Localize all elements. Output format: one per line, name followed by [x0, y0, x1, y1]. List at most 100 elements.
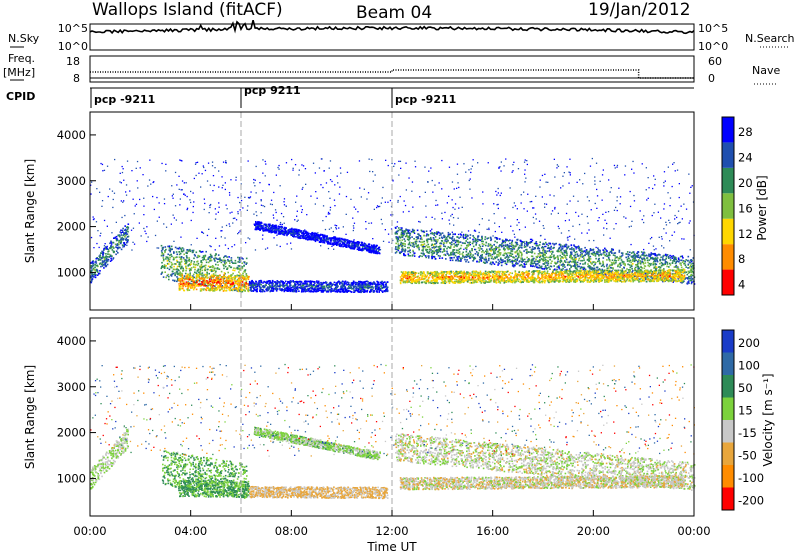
scatter-point [561, 269, 563, 271]
scatter-point [219, 275, 221, 277]
scatter-point [460, 257, 462, 259]
nsky-tick-bottom: 10^0 [58, 40, 88, 53]
scatter-point [480, 246, 482, 248]
scatter-point [112, 246, 114, 248]
scatter-point [559, 264, 561, 266]
scatter-point [475, 253, 477, 255]
scatter-point [550, 257, 552, 259]
scatter-point [100, 252, 102, 254]
scatter-point [296, 230, 298, 232]
scatter-point [470, 253, 472, 255]
scatter-point [218, 277, 220, 279]
scatter-point [409, 243, 411, 245]
scatter-point [164, 267, 166, 269]
scatter-point [299, 287, 301, 289]
scatter-point [509, 261, 511, 263]
scatter-point [575, 268, 577, 270]
scatter-point [338, 289, 340, 291]
scatter-point [504, 257, 506, 259]
scatter-point [252, 286, 254, 288]
scatter-point [548, 267, 550, 269]
scatter-point [684, 263, 686, 265]
scatter-point [689, 272, 691, 274]
scatter-point [256, 286, 258, 288]
freq-tick-bottom: 8 [73, 72, 80, 85]
scatter-point [640, 256, 642, 258]
scatter-point [594, 251, 596, 253]
scatter-point [182, 274, 184, 276]
scatter-point [278, 228, 280, 230]
scatter-point [434, 234, 436, 236]
scatter-point [217, 289, 219, 291]
scatter-point [298, 237, 300, 239]
scatter-point [550, 247, 552, 249]
scatter-point [122, 230, 124, 232]
scatter-point [346, 284, 348, 286]
scatter-point [606, 259, 608, 261]
scatter-point [355, 282, 357, 284]
scatter-point [188, 260, 190, 262]
scatter-point [113, 250, 115, 252]
scatter-point [198, 263, 200, 265]
scatter-point [619, 266, 621, 268]
scatter-point [175, 247, 177, 249]
scatter-point [445, 258, 447, 260]
scatter-point [536, 260, 538, 262]
scatter-point [579, 258, 581, 260]
scatter-point [409, 242, 411, 244]
scatter-point [219, 261, 221, 263]
scatter-point [242, 281, 244, 283]
scatter-point [231, 257, 233, 259]
scatter-point [489, 248, 491, 250]
scatter-point [265, 282, 267, 284]
scatter-point [316, 286, 318, 288]
scatter-point [236, 276, 238, 278]
scatter-point [185, 266, 187, 268]
scatter-point [578, 266, 580, 268]
scatter-point [452, 236, 454, 238]
scatter-point [266, 281, 268, 283]
scatter-point [303, 283, 305, 285]
scatter-point [194, 254, 196, 256]
scatter-point [463, 255, 465, 257]
scatter-point [183, 257, 185, 259]
scatter-point [421, 256, 423, 258]
scatter-point [429, 246, 431, 248]
scatter-point [163, 276, 165, 278]
scatter-point [629, 252, 631, 254]
scatter-point [357, 243, 359, 245]
scatter-point [198, 283, 200, 285]
scatter-point [362, 285, 364, 287]
scatter-point [211, 260, 213, 262]
scatter-point [271, 227, 273, 229]
scatter-point [239, 283, 241, 285]
scatter-point [623, 267, 625, 269]
scatter-point [469, 250, 471, 252]
scatter-point [167, 246, 169, 248]
scatter-point [180, 268, 182, 270]
scatter-point [687, 267, 689, 269]
scatter-point [606, 265, 608, 267]
scatter-point [491, 247, 493, 249]
scatter-point [231, 280, 233, 282]
scatter-point [511, 240, 513, 242]
scatter-point [222, 259, 224, 261]
scatter-point [640, 267, 642, 269]
scatter-point [592, 253, 594, 255]
scatter-point [217, 267, 219, 269]
scatter-point [467, 242, 469, 244]
scatter-point [173, 259, 175, 261]
scatter-point [428, 257, 430, 259]
scatter-point [364, 245, 366, 247]
scatter-point [224, 287, 226, 289]
scatter-point [643, 257, 645, 259]
scatter-point [587, 259, 589, 261]
scatter-point [163, 259, 165, 261]
scatter-point [313, 237, 315, 239]
scatter-point [621, 255, 623, 257]
scatter-point [184, 275, 186, 277]
scatter-point [337, 242, 339, 244]
scatter-point [419, 241, 421, 243]
scatter-point [481, 254, 483, 256]
scatter-point [364, 247, 366, 249]
